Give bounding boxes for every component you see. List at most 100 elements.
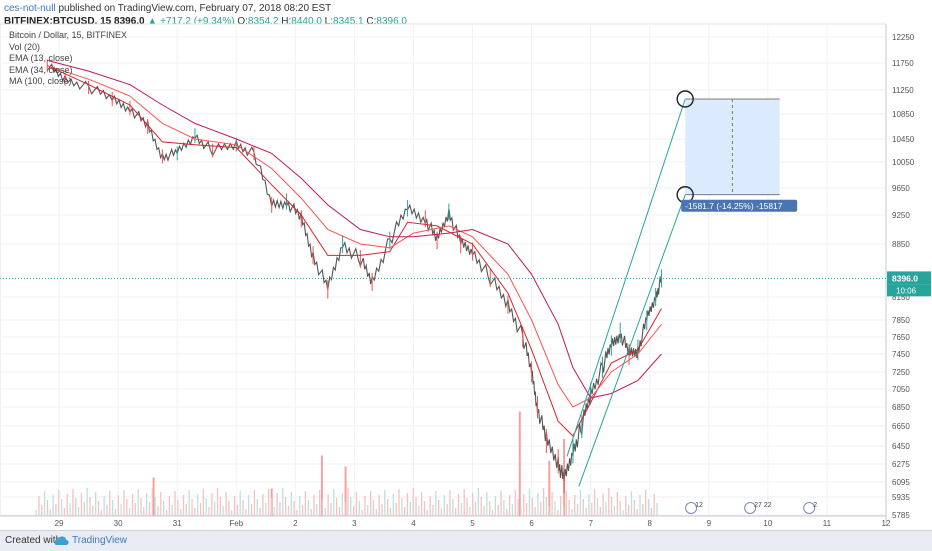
tradingview-brand[interactable]: TradingView — [72, 535, 128, 546]
close-value: 8396.0 — [376, 16, 407, 27]
volume-bar — [619, 501, 621, 516]
volume-bar — [559, 496, 562, 516]
volume-bar — [528, 489, 531, 516]
volume-bar — [369, 491, 372, 516]
volume-bar — [152, 477, 155, 516]
volume-bar — [372, 500, 375, 516]
y-tick-label: 9650 — [892, 184, 910, 193]
volume-bar — [216, 488, 219, 516]
volume-bar — [86, 488, 88, 516]
y-tick-label: 7450 — [892, 350, 910, 359]
volume-bar — [387, 499, 389, 516]
volume-bar — [324, 508, 326, 516]
author-link[interactable]: ces-not-null — [4, 3, 56, 14]
legend-vol[interactable]: Vol (20) — [9, 41, 41, 52]
y-tick-label: 8850 — [892, 240, 910, 249]
y-tick-label: 11250 — [892, 86, 914, 95]
volume-bar — [146, 493, 148, 516]
x-tick-label: 5 — [470, 519, 475, 528]
symbol-line: BITFINEX:BTCUSD, 15 8396.0 ▲ +717.2 (+9.… — [4, 16, 407, 27]
y-tick-label: 6450 — [892, 442, 910, 451]
volume-bar — [514, 490, 516, 516]
volume-bar — [38, 496, 40, 516]
event-flag-icon — [744, 502, 757, 514]
x-tick-label: 30 — [114, 519, 123, 528]
volume-bar — [480, 497, 482, 516]
volume-bar — [568, 500, 570, 516]
open-label: O: — [237, 16, 248, 27]
price-chart[interactable]: 1225011750112501085010450100509650925088… — [0, 0, 932, 530]
low-value: 8345.1 — [333, 16, 364, 27]
header-bar: ces-not-null published on TradingView.co… — [0, 0, 932, 34]
volume-bar — [233, 496, 236, 516]
volume-bar — [126, 499, 128, 516]
volume-bar — [185, 504, 188, 516]
symbol-name[interactable]: BITFINEX:BTCUSD, 15 — [4, 16, 112, 27]
volume-bar — [392, 494, 394, 516]
volume-bar — [290, 492, 292, 516]
volume-bar — [75, 498, 77, 516]
volume-bar — [486, 492, 488, 516]
volume-bar — [511, 504, 514, 516]
volume-bar — [576, 504, 579, 516]
volume-bar — [608, 488, 610, 516]
volume-bar — [316, 504, 318, 516]
tradingview-cloud-icon — [54, 536, 69, 545]
volume-bar — [43, 491, 46, 516]
volume-bar — [63, 508, 66, 516]
volume-bar — [267, 489, 270, 516]
volume-bar — [633, 500, 635, 516]
channel-lower-line — [578, 194, 686, 487]
volume-bar — [554, 501, 556, 516]
volume-bar — [409, 502, 411, 516]
y-tick-label: 6850 — [892, 403, 910, 412]
volume-bar — [636, 509, 638, 516]
legend-ema34[interactable]: EMA (34, close) — [9, 64, 73, 75]
volume-bar — [273, 507, 275, 516]
volume-bar — [610, 497, 613, 516]
price-series — [46, 63, 663, 482]
legend-ma100[interactable]: MA (100, close) — [9, 76, 72, 86]
y-tick-label: 7850 — [892, 316, 910, 325]
volume-bar — [307, 500, 309, 516]
volume-bar — [389, 508, 392, 516]
volume-bar — [474, 502, 477, 516]
volume-bar — [333, 489, 335, 516]
legend-ema13[interactable]: EMA (13, close) — [9, 53, 73, 63]
volume-bar — [627, 505, 630, 516]
volume-bar — [341, 493, 343, 516]
event-flag-icon — [803, 502, 816, 514]
volume-bar — [540, 502, 542, 516]
ema34-line — [47, 65, 662, 408]
x-tick-label: 11 — [823, 519, 832, 528]
volume-bar — [523, 494, 525, 516]
volume-bar — [518, 411, 521, 516]
volume-bar — [642, 504, 644, 516]
volume-bar — [352, 506, 355, 516]
plot-area — [0, 23, 887, 517]
volume-bar — [429, 496, 431, 516]
volume-bar — [364, 496, 366, 516]
volume-bar — [545, 497, 548, 516]
volume-bar — [191, 499, 193, 516]
volume-bar — [415, 497, 417, 516]
volume-bar — [656, 503, 658, 516]
volume-bar — [131, 494, 134, 516]
volume-bar — [457, 494, 460, 516]
volume-bar — [259, 508, 261, 516]
volume-bar — [591, 503, 593, 516]
last-price: 8396.0 — [114, 16, 145, 27]
high-label: H: — [281, 16, 292, 27]
volume-bar — [174, 491, 176, 516]
volume-bar — [375, 509, 377, 516]
event-count-label: 27 22 — [754, 502, 772, 509]
volume-bar — [109, 491, 111, 516]
volume-bar — [222, 506, 224, 516]
volume-bar — [69, 503, 71, 516]
volume-bar — [650, 508, 652, 516]
created-with-text: Created with — [5, 535, 62, 546]
high-value: 8440.0 — [291, 16, 322, 27]
volume-bar — [384, 490, 386, 516]
y-tick-label: 7250 — [892, 368, 910, 377]
volume-bar — [282, 488, 284, 516]
